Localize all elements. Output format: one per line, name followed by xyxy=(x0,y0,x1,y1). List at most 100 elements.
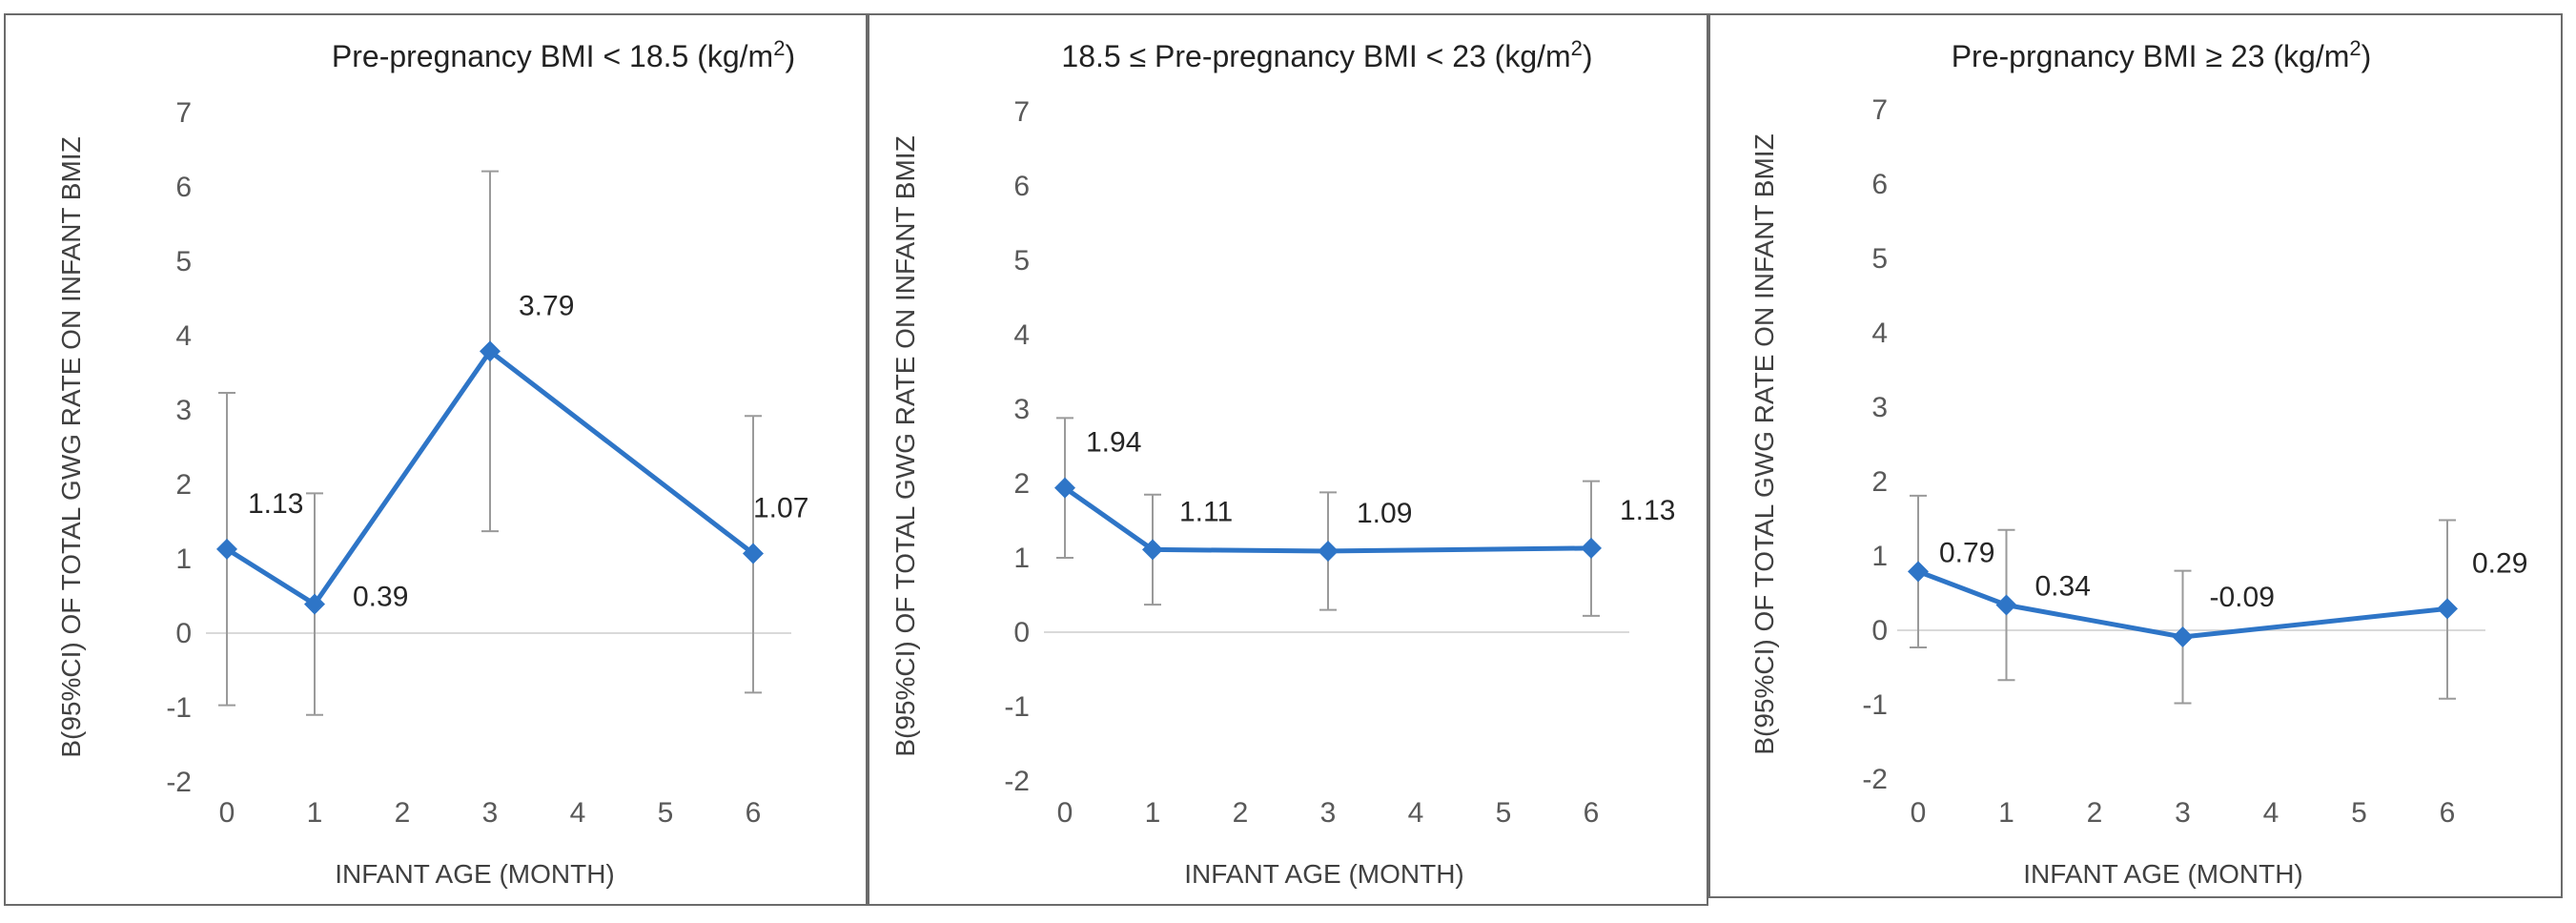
x-tick-label: 2 xyxy=(395,797,411,829)
y-tick-label: 1 xyxy=(1013,543,1030,574)
y-tick-label: 0 xyxy=(1013,617,1030,648)
chart-panel-normal-weight: 18.5 ≤ Pre-pregnancy BMI < 23 (kg/m2) 7 6 5… xyxy=(868,13,1708,906)
chart-title-end: ) xyxy=(1583,39,1593,73)
x-tick-label: 4 xyxy=(570,797,586,829)
y-tick-label: 5 xyxy=(175,246,192,277)
x-axis-label: INFANT AGE (MONTH) xyxy=(1184,859,1464,889)
data-point-marker xyxy=(2437,598,2458,620)
chart-svg: Pre-pregnancy BMI < 18.5 (kg/m2)76543210… xyxy=(56,36,808,889)
data-point-marker xyxy=(1318,540,1339,562)
y-tick-label: 1 xyxy=(1871,541,1888,572)
data-label: 1.07 xyxy=(753,493,808,524)
chart-title-end: ) xyxy=(2361,39,2372,73)
x-tick-label: 4 xyxy=(1408,797,1424,829)
data-label: 1.11 xyxy=(1179,496,1233,527)
x-tick-label: 1 xyxy=(1998,797,2014,829)
data-label: 0.79 xyxy=(1939,537,1994,568)
data-label: 0.29 xyxy=(2472,547,2527,579)
x-tick-label: 3 xyxy=(482,797,499,829)
series-line xyxy=(225,348,755,607)
chart-title-end: ) xyxy=(785,39,795,73)
x-axis-label: INFANT AGE (MONTH) xyxy=(335,859,615,889)
data-point-marker xyxy=(1142,539,1163,561)
x-tick-label: 5 xyxy=(1496,797,1512,829)
data-label: 0.34 xyxy=(2035,570,2091,602)
chart-title-superscript: 2 xyxy=(773,36,785,60)
chart-panel-overweight: Pre-prgnancy BMI ≥ 23 (kg/m2) 7 6 5 4 3 2 1 0 -1-… xyxy=(1708,13,2563,898)
chart-svg: Pre-prgnancy BMI ≥ 23 (kg/m2)76543210-1-… xyxy=(1749,36,2527,889)
y-tick-label: 3 xyxy=(175,395,192,426)
x-tick-label: 2 xyxy=(1233,797,1249,829)
y-tick-label: 7 xyxy=(175,97,192,129)
data-label: 1.09 xyxy=(1357,498,1412,529)
x-tick-label: 3 xyxy=(2175,797,2191,829)
y-tick-label: 4 xyxy=(175,320,192,352)
y-tick-label: 7 xyxy=(1871,94,1888,126)
chart-svg: 18.5 ≤ Pre-pregnancy BMI < 23 (kg/m2)765… xyxy=(890,36,1675,889)
chart-title: Pre-pregnancy BMI < 18.5 (kg/m2) xyxy=(332,36,795,73)
y-tick-label: 4 xyxy=(1013,319,1030,351)
y-tick-label: 2 xyxy=(175,469,192,501)
y-tick-label: -2 xyxy=(166,767,192,798)
data-label: 1.13 xyxy=(1620,495,1675,526)
x-tick-label: 0 xyxy=(219,797,235,829)
y-tick-label: -1 xyxy=(1004,691,1030,723)
data-point-marker xyxy=(480,340,501,362)
y-tick-label: 1 xyxy=(175,544,192,575)
chart-title-text: Pre-pregnancy BMI < 18.5 (kg/m xyxy=(332,39,773,73)
y-tick-label: -2 xyxy=(1004,766,1030,797)
y-tick-label: 3 xyxy=(1013,394,1030,425)
x-tick-label: 1 xyxy=(307,797,323,829)
x-tick-label: 0 xyxy=(1911,797,1927,829)
chart-title: Pre-prgnancy BMI ≥ 23 (kg/m2) xyxy=(1952,36,2372,73)
chart-title: 18.5 ≤ Pre-pregnancy BMI < 23 (kg/m2) xyxy=(1061,36,1592,73)
y-tick-label: -1 xyxy=(1862,689,1888,721)
y-tick-label: 6 xyxy=(1871,169,1888,200)
series-line xyxy=(1917,569,2448,640)
data-point-marker xyxy=(216,538,237,560)
y-tick-label: 0 xyxy=(175,618,192,649)
x-tick-label: 4 xyxy=(2263,797,2280,829)
data-point-marker xyxy=(1581,537,1602,559)
x-tick-label: 0 xyxy=(1057,797,1073,829)
y-tick-label: -1 xyxy=(166,692,192,724)
x-tick-label: 6 xyxy=(746,797,762,829)
series-line xyxy=(1063,485,1592,554)
y-tick-label: 4 xyxy=(1871,318,1888,349)
y-tick-label: 5 xyxy=(1013,245,1030,277)
y-tick-label: 3 xyxy=(1871,392,1888,423)
chart-title-text: 18.5 ≤ Pre-pregnancy BMI < 23 (kg/m xyxy=(1061,39,1570,73)
y-tick-label: -2 xyxy=(1862,764,1888,795)
x-tick-label: 5 xyxy=(658,797,674,829)
x-tick-label: 6 xyxy=(1584,797,1600,829)
x-tick-label: 2 xyxy=(2087,797,2103,829)
y-tick-label: 0 xyxy=(1871,615,1888,646)
y-tick-label: 5 xyxy=(1871,243,1888,275)
y-tick-label: 6 xyxy=(175,172,192,203)
x-tick-label: 3 xyxy=(1320,797,1337,829)
y-tick-label: 6 xyxy=(1013,171,1030,202)
x-tick-label: 6 xyxy=(2440,797,2456,829)
data-point-marker xyxy=(1054,477,1075,499)
data-label: 3.79 xyxy=(519,290,574,321)
data-point-marker xyxy=(2172,626,2194,648)
data-label: 1.13 xyxy=(248,488,303,520)
y-tick-label: 7 xyxy=(1013,96,1030,128)
data-point-marker xyxy=(304,593,325,615)
chart-title-superscript: 2 xyxy=(2349,36,2361,60)
data-point-marker xyxy=(743,543,764,564)
data-label: -0.09 xyxy=(2210,582,2275,613)
chart-title-text: Pre-prgnancy BMI ≥ 23 (kg/m xyxy=(1952,39,2350,73)
y-axis-label: B(95%CI) OF TOTAL GWG RATE ON INFANT BMI… xyxy=(56,136,86,757)
y-axis-label: B(95%CI) OF TOTAL GWG RATE ON INFANT BMI… xyxy=(1749,133,1779,754)
y-tick-label: 2 xyxy=(1871,466,1888,498)
y-tick-label: 2 xyxy=(1013,468,1030,500)
chart-title-superscript: 2 xyxy=(1571,36,1583,60)
x-tick-label: 1 xyxy=(1145,797,1161,829)
data-label: 1.94 xyxy=(1086,427,1141,459)
data-label: 0.39 xyxy=(353,582,408,613)
y-axis-label: B(95%CI) OF TOTAL GWG RATE ON INFANT BMI… xyxy=(890,135,920,756)
chart-panel-underweight: Pre-pregnancy BMI < 18.5 (kg/m2) 7 6 5 4 3 2 1 0… xyxy=(4,13,868,906)
x-tick-label: 5 xyxy=(2351,797,2367,829)
data-point-marker xyxy=(1995,594,2017,616)
